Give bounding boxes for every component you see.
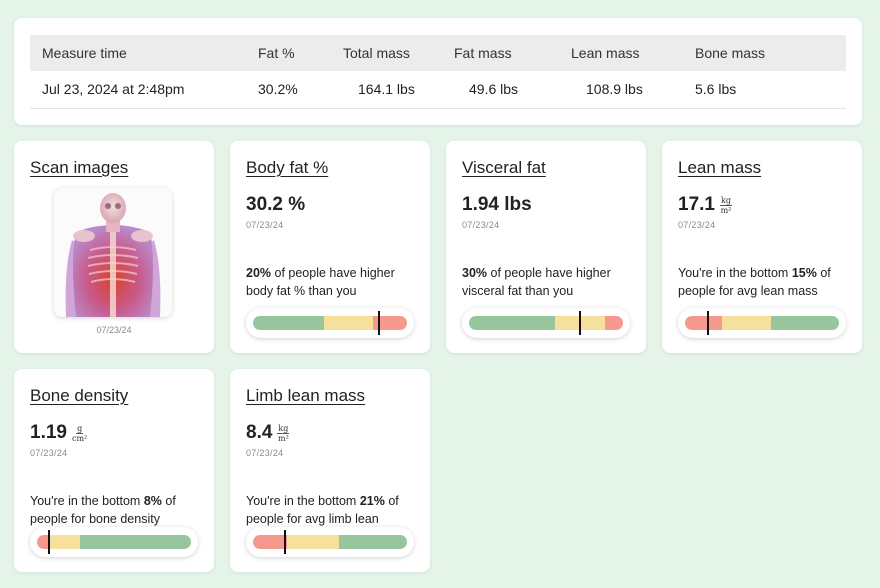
cell-total-mass: 164.1 lbs xyxy=(358,81,415,98)
unit-numerator: kg xyxy=(277,423,290,434)
range-bar-marker xyxy=(578,311,581,335)
limb-lean-mass-unit: kg m² xyxy=(277,423,290,443)
limb-lean-mass-title-link[interactable]: Limb lean mass xyxy=(246,386,366,405)
unit-denominator: m² xyxy=(278,433,289,443)
range-segment xyxy=(286,535,340,549)
body-fat-date: 07/23/24 xyxy=(246,220,284,230)
unit-numerator: g xyxy=(76,423,84,434)
range-segment xyxy=(253,316,324,330)
range-bar-track xyxy=(253,316,407,330)
lean-mass-percentile: 15% xyxy=(791,266,817,280)
limb-lean-mass-value: 8.4 xyxy=(246,422,273,443)
bone-density-description-prefix: You're in the bottom xyxy=(30,494,144,508)
scan-images-link[interactable]: Scan images xyxy=(30,158,129,177)
lean-mass-unit: kg m² xyxy=(719,195,732,215)
limb-lean-mass-percentile: 21% xyxy=(359,494,385,508)
scan-images-card: Scan images xyxy=(14,141,214,353)
range-segment xyxy=(373,316,407,330)
lean-mass-date: 07/23/24 xyxy=(678,220,716,230)
range-bar-marker xyxy=(284,530,287,554)
lean-mass-card: Lean mass 17.1 kg m² 07/23/24 You're in t… xyxy=(662,141,862,353)
range-segment xyxy=(771,316,839,330)
visceral-fat-date: 07/23/24 xyxy=(462,220,500,230)
bone-density-title-link[interactable]: Bone density xyxy=(30,386,129,405)
scan-date: 07/23/24 xyxy=(96,325,132,335)
range-segment xyxy=(253,535,287,549)
bone-density-value: 1.19 xyxy=(30,422,67,443)
body-fat-value: 30.2 % xyxy=(246,194,306,215)
limb-lean-mass-range-bar xyxy=(246,527,414,557)
limb-lean-mass-card: Limb lean mass 8.4 kg m² 07/23/24 You're … xyxy=(230,369,430,572)
header-total-mass: Total mass xyxy=(343,45,410,61)
range-segment xyxy=(339,535,407,549)
range-bar-track xyxy=(37,535,191,549)
body-fat-percentile: 20% xyxy=(246,266,272,280)
body-fat-description-text: of people have higher body fat % than yo… xyxy=(246,266,395,298)
header-fat-mass: Fat mass xyxy=(454,45,512,61)
table-header-row: Measure time Fat % Total mass Fat mass L… xyxy=(30,35,846,71)
lean-mass-title-link[interactable]: Lean mass xyxy=(678,158,762,177)
unit-denominator: m² xyxy=(720,205,732,215)
range-segment xyxy=(469,316,556,330)
limb-lean-mass-date: 07/23/24 xyxy=(246,448,284,458)
lean-mass-range-bar xyxy=(678,308,846,338)
bone-density-range-bar xyxy=(30,527,198,557)
lean-mass-description: You're in the bottom 15% of people for a… xyxy=(678,264,846,300)
body-scan-image[interactable] xyxy=(54,188,172,317)
measurement-table: Measure time Fat % Total mass Fat mass L… xyxy=(30,35,846,109)
visceral-fat-value: 1.94 lbs xyxy=(462,194,532,215)
unit-denominator: cm² xyxy=(71,433,88,443)
header-fat-percent: Fat % xyxy=(258,45,295,61)
body-fat-range-bar xyxy=(246,308,414,338)
range-bar-marker xyxy=(378,311,381,335)
cell-lean-mass: 108.9 lbs xyxy=(586,81,643,98)
visceral-fat-title-link[interactable]: Visceral fat xyxy=(462,158,546,177)
range-bar-track xyxy=(253,535,407,549)
cell-measure-time: Jul 23, 2024 at 2:48pm xyxy=(42,81,185,98)
limb-lean-mass-description: You're in the bottom 21% of people for a… xyxy=(246,492,414,528)
body-fat-description: 20% of people have higher body fat % tha… xyxy=(246,264,414,300)
unit-numerator: kg xyxy=(719,195,732,206)
bone-density-description: You're in the bottom 8% of people for bo… xyxy=(30,492,198,528)
bone-density-description-text: of people for bone density xyxy=(30,494,176,526)
range-bar-marker xyxy=(707,311,710,335)
range-segment xyxy=(80,535,191,549)
header-bone-mass: Bone mass xyxy=(695,45,766,61)
visceral-fat-range-bar xyxy=(462,308,630,338)
cell-fat-percent: 30.2% xyxy=(258,81,298,98)
table-row: Jul 23, 2024 at 2:48pm 30.2% 164.1 lbs 4… xyxy=(30,71,846,108)
lean-mass-description-text: of people for avg lean mass xyxy=(678,266,831,298)
range-bar-track xyxy=(469,316,623,330)
measurement-table-card: Measure time Fat % Total mass Fat mass L… xyxy=(14,18,862,125)
bone-density-percentile: 8% xyxy=(143,494,162,508)
range-segment xyxy=(685,316,722,330)
bone-density-unit: g cm² xyxy=(72,424,87,443)
header-lean-mass: Lean mass xyxy=(571,45,640,61)
range-segment xyxy=(49,535,81,549)
range-segment xyxy=(323,316,374,330)
bone-density-card: Bone density 1.19 g cm² 07/23/24 You're i… xyxy=(14,369,214,572)
visceral-fat-description: 30% of people have higher visceral fat t… xyxy=(462,264,630,300)
body-fat-card: Body fat % 30.2 % 07/23/24 20% of people… xyxy=(230,141,430,353)
range-bar-marker xyxy=(48,530,51,554)
visceral-fat-percentile: 30% xyxy=(462,266,488,280)
header-measure-time: Measure time xyxy=(42,45,127,61)
range-bar-track xyxy=(685,316,839,330)
range-segment xyxy=(604,316,623,330)
visceral-fat-description-text: of people have higher visceral fat than … xyxy=(462,266,611,298)
visceral-fat-card: Visceral fat 1.94 lbs 07/23/24 30% of pe… xyxy=(446,141,646,353)
limb-lean-mass-description-prefix: You're in the bottom xyxy=(246,494,360,508)
lean-mass-description-prefix: You're in the bottom xyxy=(678,266,792,280)
body-scan-icon xyxy=(54,188,172,317)
lean-mass-value: 17.1 xyxy=(678,194,715,215)
cell-fat-mass: 49.6 lbs xyxy=(469,81,519,98)
body-fat-title-link[interactable]: Body fat % xyxy=(246,158,329,177)
range-segment xyxy=(37,535,50,549)
range-segment xyxy=(721,316,772,330)
cell-bone-mass: 5.6 lbs xyxy=(695,81,737,98)
bone-density-date: 07/23/24 xyxy=(30,448,68,458)
limb-lean-mass-description-text: of people for avg limb lean xyxy=(246,494,399,526)
